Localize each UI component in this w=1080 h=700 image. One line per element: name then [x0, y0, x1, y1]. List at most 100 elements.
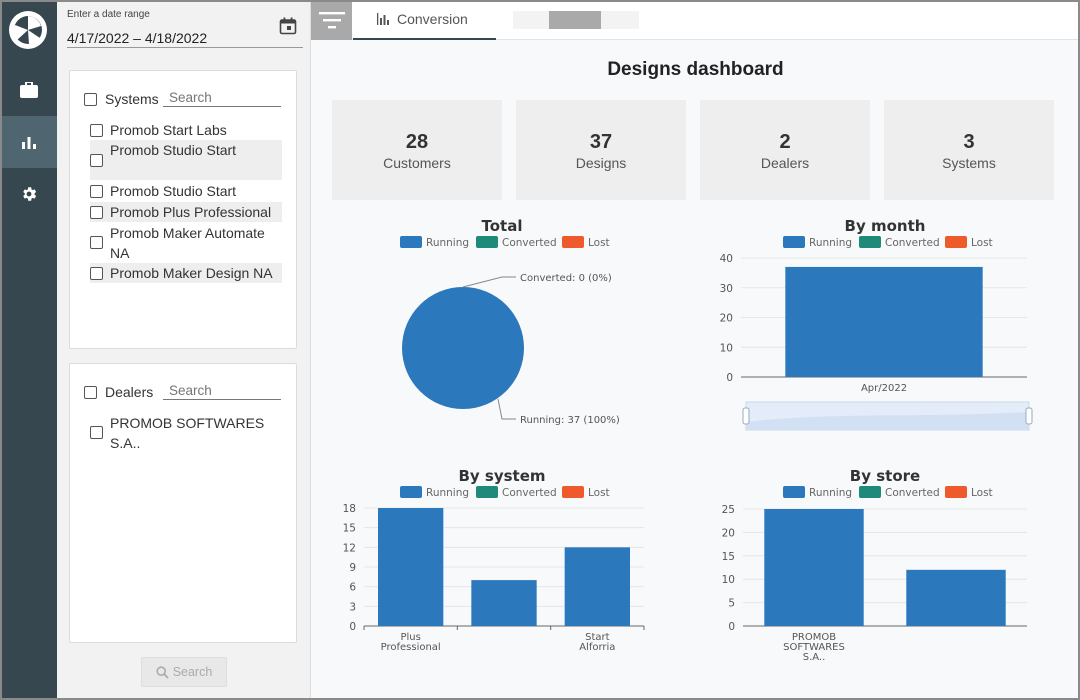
date-range-value[interactable]: 4/17/2022 – 4/18/2022: [67, 30, 208, 46]
pie-logo-icon[interactable]: [7, 9, 49, 51]
chart-title: By store: [850, 467, 920, 485]
filter-lines-icon: [318, 12, 345, 29]
chart-by-system[interactable]: By system Running Converted Lost 0 3 6 9 12 15 18 P…: [332, 462, 672, 662]
checkbox[interactable]: [90, 184, 103, 198]
kpi-systems: 3 Systems: [884, 100, 1054, 200]
y-tick-label: 0: [728, 621, 735, 633]
filter-panel: Enter a date range 4/17/2022 – 4/18/2022…: [57, 0, 311, 700]
legend-label: Converted: [502, 237, 557, 249]
kpi-designs: 37 Designs: [516, 100, 686, 200]
checkbox[interactable]: [90, 205, 103, 219]
sidebar-item-projects[interactable]: [0, 64, 57, 116]
y-tick-label: 15: [343, 523, 356, 535]
bar: [471, 580, 537, 626]
dealers-select-all-checkbox[interactable]: [84, 385, 97, 399]
system-option-label: Promob Maker Automate NA: [110, 224, 265, 261]
chart-by-month[interactable]: By month Running Converted Lost 0 10 20 30 40 Apr…: [711, 212, 1060, 452]
dealer-option-label: PROMOB SOFTWARES S.A..: [110, 414, 265, 451]
kpi-value: 3: [963, 131, 975, 153]
zoom-slider-handle: [1025, 407, 1033, 425]
sidebar-item-settings[interactable]: [0, 168, 57, 220]
legend-swatch: [859, 486, 881, 498]
legend-swatch: [859, 236, 881, 248]
annotation-leader: [497, 398, 516, 420]
dealers-filter-card: Dealers PROMOB SOFTWARES S.A..: [69, 363, 297, 643]
systems-filter-card: Systems Promob Start Labs Promob Studio …: [69, 70, 297, 349]
legend-label: Converted: [885, 237, 940, 249]
y-tick-label: 5: [728, 598, 735, 610]
system-option[interactable]: Promob Start Labs: [90, 120, 282, 140]
legend-label: Lost: [971, 487, 993, 499]
system-option-label: Promob Maker Design NA: [110, 265, 273, 281]
legend-label: Running: [426, 237, 469, 249]
annotation-leader: [462, 276, 516, 288]
tab-placeholder-redacted: [549, 11, 601, 29]
bar: [378, 508, 444, 626]
kpi-label: Designs: [575, 155, 627, 171]
legend-label: Running: [809, 487, 852, 499]
legend-label: Lost: [588, 487, 610, 499]
y-tick-label: 10: [720, 342, 733, 354]
date-range-label: Enter a date range: [67, 9, 150, 20]
y-tick-label: 25: [722, 504, 735, 516]
systems-select-all-checkbox[interactable]: [84, 92, 97, 106]
legend-swatch: [945, 486, 967, 498]
chart-by-store[interactable]: By store Running Converted Lost 0 5 10 15 20 25 PR…: [711, 462, 1060, 662]
tab-conversion[interactable]: Conversion: [353, 0, 496, 40]
checkbox[interactable]: [90, 426, 103, 439]
bar: [785, 266, 983, 377]
y-tick-label: 20: [722, 527, 735, 539]
x-tick-label: Alforria: [579, 642, 615, 653]
checkbox[interactable]: [90, 236, 103, 249]
sidebar-item-dashboard[interactable]: [0, 116, 57, 168]
bar-chart-icon: [377, 13, 389, 25]
x-tick-label: Apr/2022: [861, 383, 907, 394]
legend-swatch: [400, 236, 422, 248]
zoom-slider-area: [746, 412, 1029, 430]
legend-label: Lost: [588, 237, 610, 249]
pie-slice: [402, 287, 524, 409]
chart-total[interactable]: Total Running Converted Lost Converted: 0 (0…: [332, 212, 672, 452]
kpi-value: 28: [405, 131, 429, 153]
chart-title: By system: [458, 467, 545, 485]
kpi-dealers: 2 Dealers: [700, 100, 870, 200]
kpi-value: 2: [779, 131, 791, 153]
y-tick-label: 30: [720, 283, 733, 295]
checkbox[interactable]: [90, 266, 103, 280]
y-tick-label: 6: [349, 582, 356, 594]
kpi-customers: 28 Customers: [332, 100, 502, 200]
kpi-label: Customers: [383, 155, 451, 171]
system-option[interactable]: Promob Maker Design NA: [90, 263, 282, 283]
calendar-icon[interactable]: [279, 17, 297, 35]
systems-search-input[interactable]: [163, 89, 281, 107]
date-range-field[interactable]: Enter a date range 4/17/2022 – 4/18/2022: [67, 6, 303, 48]
search-button[interactable]: Search: [141, 657, 227, 687]
system-option[interactable]: Promob Maker Automate NA: [90, 222, 282, 263]
filter-menu-button[interactable]: [311, 0, 352, 40]
legend-swatch: [562, 486, 584, 498]
kpi-value: 37: [589, 131, 613, 153]
legend-swatch: [783, 236, 805, 248]
y-tick-label: 0: [349, 621, 356, 633]
legend-swatch: [783, 486, 805, 498]
x-tick-label: Plus: [400, 632, 420, 643]
dealers-search-input[interactable]: [163, 382, 281, 400]
system-option[interactable]: Promob Studio Start: [90, 181, 282, 201]
legend-swatch: [562, 236, 584, 248]
legend-swatch: [476, 236, 498, 248]
x-tick-label: Professional: [381, 642, 441, 653]
y-tick-label: 18: [343, 503, 356, 515]
legend-label: Lost: [971, 237, 993, 249]
legend-label: Running: [426, 487, 469, 499]
kpi-label: Systems: [942, 155, 996, 171]
checkbox[interactable]: [90, 154, 103, 167]
kpi-label: Dealers: [760, 155, 810, 171]
dealer-option[interactable]: PROMOB SOFTWARES S.A..: [90, 412, 282, 453]
system-option[interactable]: Promob Plus Professional: [90, 202, 282, 222]
system-option-label: Promob Start Labs: [110, 122, 227, 138]
checkbox[interactable]: [90, 123, 103, 137]
system-option[interactable]: Promob Studio Start: [90, 140, 282, 180]
bar-chart-icon: [21, 137, 36, 149]
bar: [906, 569, 1006, 626]
y-tick-label: 40: [720, 253, 733, 265]
